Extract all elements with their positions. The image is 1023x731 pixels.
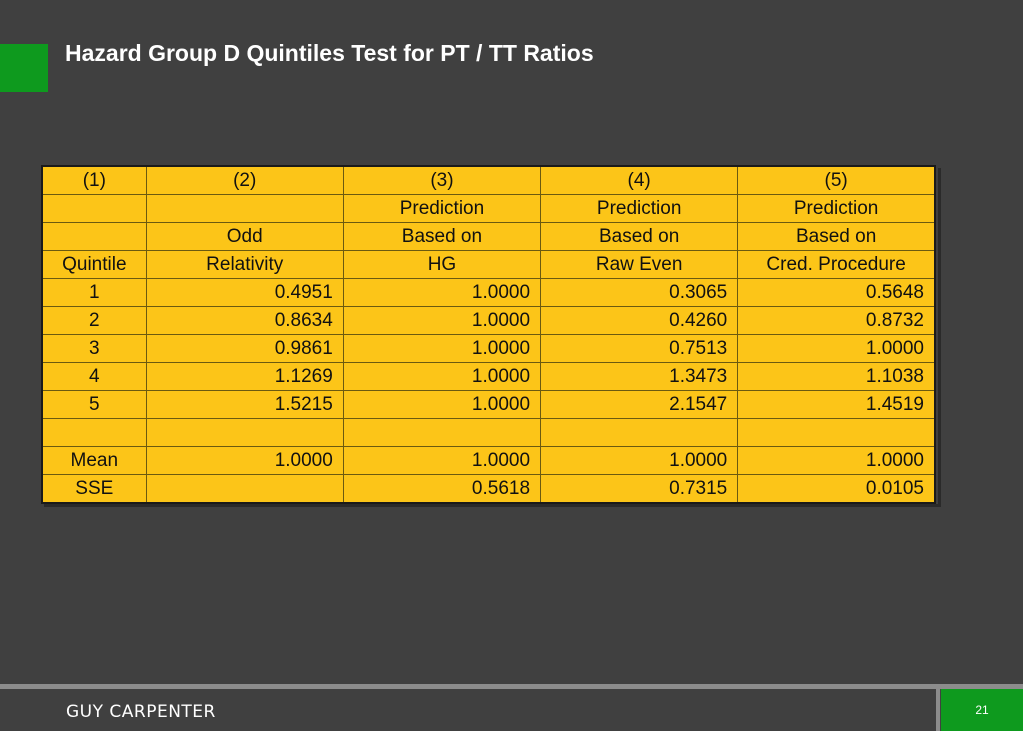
table-cell: 1 <box>41 278 147 307</box>
table-header-cell <box>41 194 147 223</box>
table-header-cell: Prediction <box>342 194 542 223</box>
table-row <box>41 418 936 447</box>
table-cell <box>41 418 147 447</box>
quintiles-table-container: (1) (2) (3) (4) (5) Prediction Prediction Predi… <box>41 165 938 504</box>
table-cell: 0.8732 <box>737 306 936 335</box>
table-cell: 1.0000 <box>342 446 542 475</box>
table-cell: 1.0000 <box>540 446 739 475</box>
table-cell: 2.1547 <box>540 390 739 419</box>
table-body: (1) (2) (3) (4) (5) Prediction Prediction Predi… <box>41 165 936 504</box>
table-cell: SSE <box>41 474 147 504</box>
table-cell: 0.0105 <box>737 474 936 504</box>
table-header-cell: Based on <box>737 222 936 251</box>
table-cell: 0.4951 <box>145 278 344 307</box>
table-cell: 1.3473 <box>540 362 739 391</box>
table-header-cell: (2) <box>145 165 344 195</box>
table-cell: 1.0000 <box>145 446 344 475</box>
table-header-cell: HG <box>342 250 542 279</box>
table-cell: 0.8634 <box>145 306 344 335</box>
table-header-cell <box>145 194 344 223</box>
table-cell: 1.1269 <box>145 362 344 391</box>
table-row: 5 1.5215 1.0000 2.1547 1.4519 <box>41 390 936 419</box>
table-cell: 5 <box>41 390 147 419</box>
table-row: Mean 1.0000 1.0000 1.0000 1.0000 <box>41 446 936 475</box>
page-number: 21 <box>975 703 989 717</box>
table-header-row: Odd Based on Based on Based on <box>41 222 936 251</box>
table-header-cell: Relativity <box>145 250 344 279</box>
table-cell: 1.0000 <box>342 390 542 419</box>
table-header-row: Quintile Relativity HG Raw Even Cred. Proced… <box>41 250 936 279</box>
table-header-cell: Odd <box>145 222 344 251</box>
table-cell <box>145 474 344 504</box>
table-row: 3 0.9861 1.0000 0.7513 1.0000 <box>41 334 936 363</box>
table-cell: 1.4519 <box>737 390 936 419</box>
table-cell: 1.0000 <box>342 278 542 307</box>
table-cell: 2 <box>41 306 147 335</box>
table-header-cell: Raw Even <box>540 250 739 279</box>
table-header-cell: Cred. Procedure <box>737 250 936 279</box>
table-cell: 1.0000 <box>342 362 542 391</box>
slide-title: Hazard Group D Quintiles Test for PT / T… <box>65 40 594 66</box>
page-number-box: 21 <box>941 689 1023 731</box>
table-cell <box>540 418 739 447</box>
table-cell: 0.3065 <box>540 278 739 307</box>
table-header-cell: Prediction <box>737 194 936 223</box>
footer-rule <box>0 684 1023 689</box>
footer-brand: GUY CARPENTER <box>66 702 216 722</box>
table-cell <box>342 418 542 447</box>
table-cell: 0.4260 <box>540 306 739 335</box>
footer-divider <box>936 689 940 731</box>
table-cell: 1.0000 <box>342 334 542 363</box>
quintiles-table: (1) (2) (3) (4) (5) Prediction Prediction Predi… <box>41 165 936 504</box>
table-header-cell: (1) <box>41 165 147 195</box>
table-cell: 3 <box>41 334 147 363</box>
table-header-cell <box>41 222 147 251</box>
table-header-cell: (3) <box>342 165 542 195</box>
table-cell: 0.9861 <box>145 334 344 363</box>
table-cell: 0.7513 <box>540 334 739 363</box>
table-cell: 0.7315 <box>540 474 739 504</box>
table-header-row: (1) (2) (3) (4) (5) <box>41 165 936 195</box>
table-header-row: Prediction Prediction Prediction <box>41 194 936 223</box>
table-cell: Mean <box>41 446 147 475</box>
table-cell: 0.5648 <box>737 278 936 307</box>
table-header-cell: Based on <box>342 222 542 251</box>
table-row: 2 0.8634 1.0000 0.4260 0.8732 <box>41 306 936 335</box>
table-cell: 1.0000 <box>737 446 936 475</box>
table-header-cell: Prediction <box>540 194 739 223</box>
table-row: SSE 0.5618 0.7315 0.0105 <box>41 474 936 504</box>
table-cell: 1.0000 <box>737 334 936 363</box>
table-row: 1 0.4951 1.0000 0.3065 0.5648 <box>41 278 936 307</box>
table-cell: 0.5618 <box>342 474 542 504</box>
table-cell: 1.1038 <box>737 362 936 391</box>
table-cell <box>145 418 344 447</box>
table-header-cell: (5) <box>737 165 936 195</box>
table-cell: 1.0000 <box>342 306 542 335</box>
table-header-cell: Based on <box>540 222 739 251</box>
table-header-cell: (4) <box>540 165 739 195</box>
table-cell: 4 <box>41 362 147 391</box>
title-accent-square <box>0 44 48 92</box>
table-header-cell: Quintile <box>41 250 147 279</box>
table-row: 4 1.1269 1.0000 1.3473 1.1038 <box>41 362 936 391</box>
table-cell: 1.5215 <box>145 390 344 419</box>
table-cell <box>737 418 936 447</box>
